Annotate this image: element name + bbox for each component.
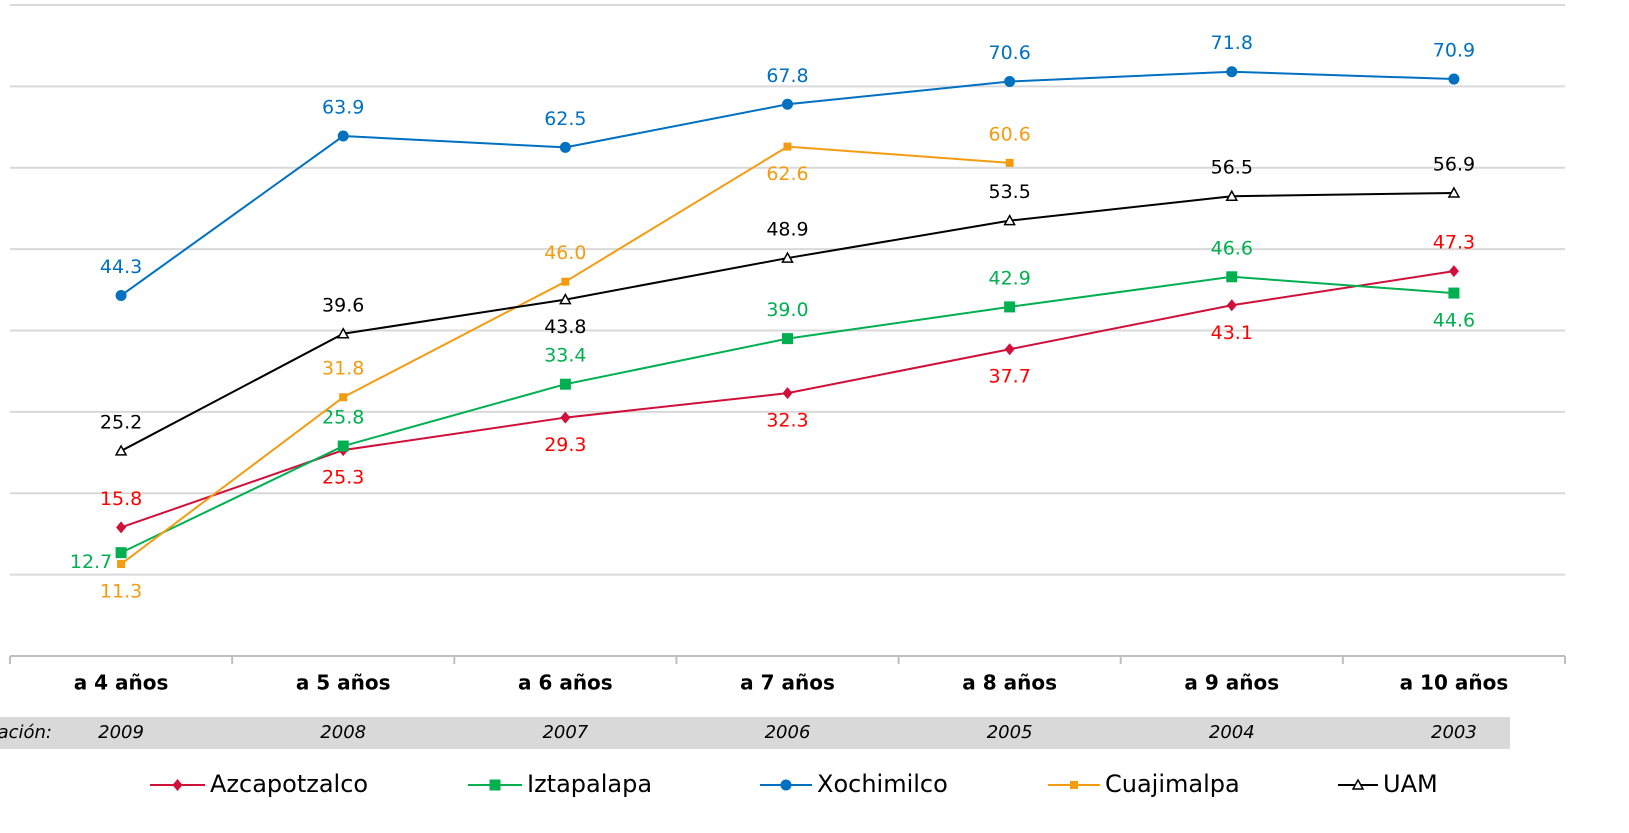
data-point (782, 98, 793, 110)
legend-label: Azcapotzalco (210, 770, 368, 798)
x-tick-label: a 5 años (296, 671, 391, 695)
data-label: 48.9 (766, 219, 808, 241)
data-label: 62.6 (766, 163, 808, 185)
data-label: 62.5 (544, 108, 586, 130)
generation-label: 2005 (987, 722, 1033, 743)
data-label: 46.0 (544, 242, 586, 264)
data-point (1448, 73, 1460, 85)
data-label: 39.0 (766, 299, 808, 321)
data-point (559, 293, 572, 305)
data-point (1005, 158, 1014, 167)
row-label: ación: (0, 722, 52, 743)
data-point (782, 387, 793, 400)
legend-marker (172, 779, 183, 791)
x-tick-label: a 4 años (74, 671, 169, 695)
data-label: 15.8 (100, 488, 142, 510)
data-label: 31.8 (322, 358, 364, 380)
data-point (115, 290, 127, 302)
data-point (1004, 301, 1016, 313)
data-label: 33.4 (544, 345, 586, 367)
legend-marker (1070, 781, 1078, 789)
data-point (781, 251, 794, 263)
data-point (782, 333, 793, 345)
x-tick-label: a 7 años (740, 671, 835, 695)
data-point (783, 142, 792, 151)
data-point (339, 393, 348, 402)
data-point (336, 327, 350, 339)
data-label: 25.8 (322, 407, 364, 429)
data-label: 70.9 (1433, 40, 1475, 62)
data-point (1226, 299, 1237, 312)
generation-label: 2007 (542, 722, 588, 743)
legend-label: Xochimilco (817, 770, 948, 798)
data-label: 56.5 (1211, 157, 1253, 179)
data-point (1004, 343, 1015, 356)
data-point (1004, 75, 1016, 87)
data-label: 25.2 (100, 411, 142, 433)
legend-label: UAM (1383, 770, 1438, 798)
data-label: 32.3 (766, 410, 808, 432)
data-label: 46.6 (1211, 237, 1253, 259)
data-label: 25.3 (322, 467, 364, 489)
data-point (116, 521, 127, 534)
data-label: 43.8 (544, 316, 586, 338)
data-point (1226, 66, 1238, 78)
data-label: 60.6 (988, 123, 1030, 145)
data-point (1226, 271, 1238, 283)
generation-label: 2009 (98, 722, 144, 743)
data-label: 29.3 (544, 434, 586, 456)
data-point (1447, 186, 1461, 198)
data-label: 37.7 (988, 366, 1030, 388)
data-label: 39.6 (322, 294, 364, 316)
data-label: 47.3 (1433, 232, 1475, 254)
x-tick-label: a 10 años (1400, 671, 1509, 695)
data-point (114, 444, 128, 456)
data-label: 67.8 (766, 65, 808, 87)
legend-label: Cuajimalpa (1105, 770, 1240, 798)
legend-label: Iztapalapa (527, 770, 652, 798)
x-tick-label: a 8 años (962, 671, 1057, 695)
data-point (561, 277, 570, 286)
generation-label: 2006 (765, 722, 811, 743)
data-label: 70.6 (988, 42, 1030, 64)
data-label: 44.6 (1433, 310, 1475, 332)
legend-marker (780, 779, 792, 791)
generation-label: 2008 (320, 722, 366, 743)
x-tick-label: a 6 años (518, 671, 613, 695)
legend-marker (1351, 778, 1365, 790)
data-label: 63.9 (322, 97, 364, 119)
legend-marker (489, 779, 501, 791)
data-label: 53.5 (988, 181, 1030, 203)
data-point (559, 378, 571, 390)
data-point (559, 141, 571, 153)
data-label: 43.1 (1211, 322, 1253, 344)
generation-band (0, 717, 1510, 749)
data-point (1225, 189, 1239, 201)
generation-label: 2004 (1209, 722, 1255, 743)
data-point (117, 560, 126, 569)
x-tick-label: a 9 años (1184, 671, 1279, 695)
data-point (115, 547, 127, 559)
data-label: 11.3 (100, 581, 142, 603)
data-label: 12.7 (70, 551, 112, 573)
data-point (1003, 214, 1016, 226)
generation-label: 2003 (1431, 722, 1477, 743)
data-label: 42.9 (988, 267, 1030, 289)
data-label: 56.9 (1433, 153, 1475, 175)
data-label: 44.3 (100, 256, 142, 278)
data-label: 71.8 (1211, 32, 1253, 54)
data-point (1448, 287, 1460, 299)
data-point (337, 130, 349, 142)
data-point (1448, 265, 1459, 278)
data-point (560, 411, 571, 424)
data-point (337, 440, 349, 452)
